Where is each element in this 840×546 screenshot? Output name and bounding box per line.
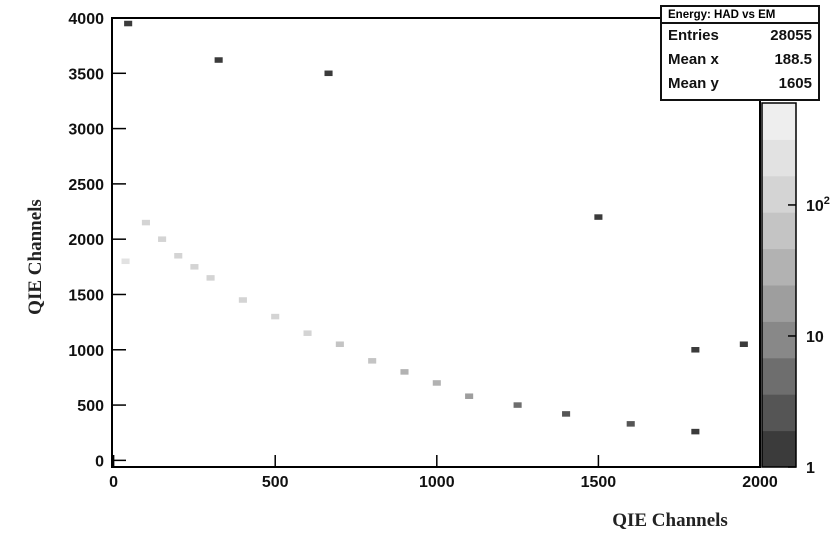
heatmap-bin (368, 358, 377, 364)
y-tick-label: 2000 (68, 232, 104, 249)
heatmap-bin (174, 253, 183, 259)
colorbar-tick-label: 1 (806, 460, 815, 477)
heatmap-bin (739, 341, 748, 348)
y-tick-label: 1500 (68, 287, 104, 304)
colorbar-band (762, 321, 796, 359)
stats-value: 188.5 (774, 51, 812, 68)
stats-box: Energy: HAD vs EM Entries 28055 Mean x 1… (660, 5, 820, 101)
stats-label: Mean x (668, 51, 719, 68)
y-tick-label: 2500 (68, 177, 104, 194)
x-tick-label: 1000 (419, 474, 455, 491)
colorbar-tick-label: 102 (806, 195, 830, 215)
heatmap-bin (626, 421, 635, 427)
colorbar-band (762, 357, 796, 395)
stats-value: 1605 (778, 75, 812, 92)
x-tick-label: 0 (109, 474, 118, 491)
y-tick-label: 0 (95, 453, 104, 470)
heatmap-bin (691, 347, 700, 353)
heatmap-bin (214, 57, 223, 63)
stats-row-mean-y: Mean y 1605 (662, 72, 818, 96)
heatmap-bin (271, 313, 280, 320)
x-tick-label: 1500 (581, 474, 617, 491)
y-tick-label: 4000 (68, 11, 104, 28)
colorbar-tick-label: 10 (806, 329, 824, 346)
colorbar-band (762, 248, 796, 286)
plot-frame (111, 17, 761, 468)
heatmap-bin (465, 393, 474, 399)
plot-area (112, 18, 760, 467)
heatmap-bin (141, 219, 150, 226)
heatmap-bin (121, 258, 130, 265)
heatmap-bin (238, 297, 247, 303)
colorbar-band (762, 175, 796, 213)
colorbar-band (762, 139, 796, 177)
heatmap-bin (513, 402, 522, 408)
heatmap-bin (124, 20, 133, 27)
colorbar-band (762, 103, 796, 140)
colorbar-band (762, 430, 796, 468)
heatmap-bin (190, 264, 199, 270)
colorbar-frame (761, 102, 797, 468)
heatmap-bin (158, 236, 167, 242)
stats-title: Energy: HAD vs EM (662, 7, 818, 24)
colorbar-band (762, 212, 796, 250)
y-tick-label: 1000 (68, 343, 104, 360)
heatmap-bin (324, 70, 333, 77)
heatmap-bin (594, 214, 603, 220)
heatmap-bin (562, 411, 571, 417)
y-tick-label: 500 (77, 398, 104, 415)
colorbar-tick-exponent: 2 (824, 195, 830, 207)
y-tick-label: 3000 (68, 122, 104, 139)
x-tick-label: 2000 (742, 474, 778, 491)
heatmap-bin (303, 330, 312, 336)
stats-value: 28055 (770, 27, 812, 44)
x-tick-label: 500 (262, 474, 289, 491)
stats-row-entries: Entries 28055 (662, 24, 818, 48)
colorbar-band (762, 285, 796, 322)
heatmap-bin (335, 341, 344, 348)
heatmap-bin (691, 428, 700, 435)
heatmap-bin (400, 369, 409, 375)
heatmap-bin (206, 275, 215, 281)
stats-label: Entries (668, 27, 719, 44)
colorbar-band (762, 394, 796, 432)
heatmap-bin (432, 380, 441, 386)
x-axis-label: QIE Channels (612, 510, 728, 531)
stats-row-mean-x: Mean x 188.5 (662, 48, 818, 72)
y-axis-label: QIE Channels (25, 199, 46, 315)
y-tick-label: 3500 (68, 66, 104, 83)
stats-label: Mean y (668, 75, 719, 92)
